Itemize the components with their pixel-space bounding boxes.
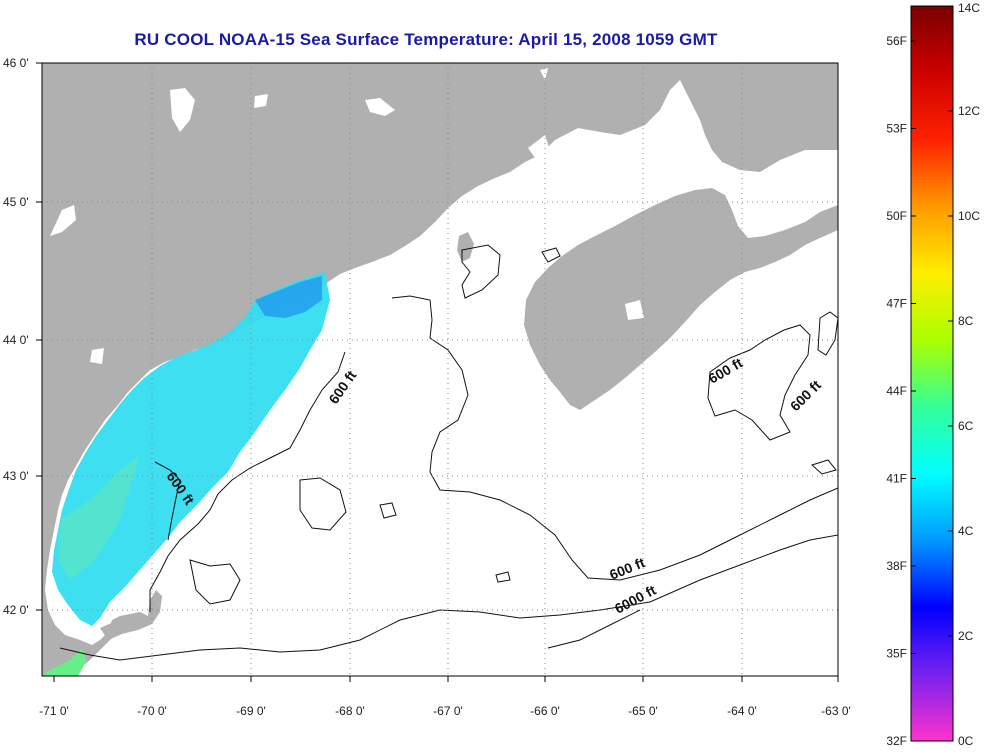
lon-label-63: -63 0' <box>821 704 851 718</box>
lon-label-71: -71 0' <box>39 704 69 718</box>
lat-label-43: 43 0' <box>3 469 29 483</box>
sst-warm-patch <box>58 455 140 580</box>
land-nova-scotia <box>524 188 838 410</box>
land-mainland <box>42 63 838 676</box>
lat-label-45: 45 0' <box>3 195 29 209</box>
map-frame <box>41 62 839 677</box>
lon-label-64: -64 0' <box>727 704 757 718</box>
land-bay-head <box>680 63 838 150</box>
lon-label-70: -70 0' <box>137 704 167 718</box>
axis-ticks <box>36 62 839 682</box>
inland-lakes <box>50 68 644 364</box>
sst-data-region <box>52 272 330 626</box>
sst-green-patch <box>46 648 86 676</box>
land-island <box>457 232 474 262</box>
lat-lon-grid <box>42 63 838 676</box>
lat-label-44: 44 0' <box>3 333 29 347</box>
lat-label-46: 46 0' <box>3 56 29 70</box>
land-cape-cod <box>100 590 162 640</box>
bathymetry-contours <box>59 244 838 661</box>
map-title: RU COOL NOAA-15 Sea Surface Temperature:… <box>134 30 718 49</box>
sst-nearshore-patch <box>255 276 322 318</box>
lon-label-66: -66 0' <box>530 704 560 718</box>
lon-label-69: -69 0' <box>236 704 266 718</box>
lon-label-68: -68 0' <box>335 704 365 718</box>
lon-label-65: -65 0' <box>628 704 658 718</box>
lon-label-67: -67 0' <box>433 704 463 718</box>
lat-label-42: 42 0' <box>3 603 29 617</box>
